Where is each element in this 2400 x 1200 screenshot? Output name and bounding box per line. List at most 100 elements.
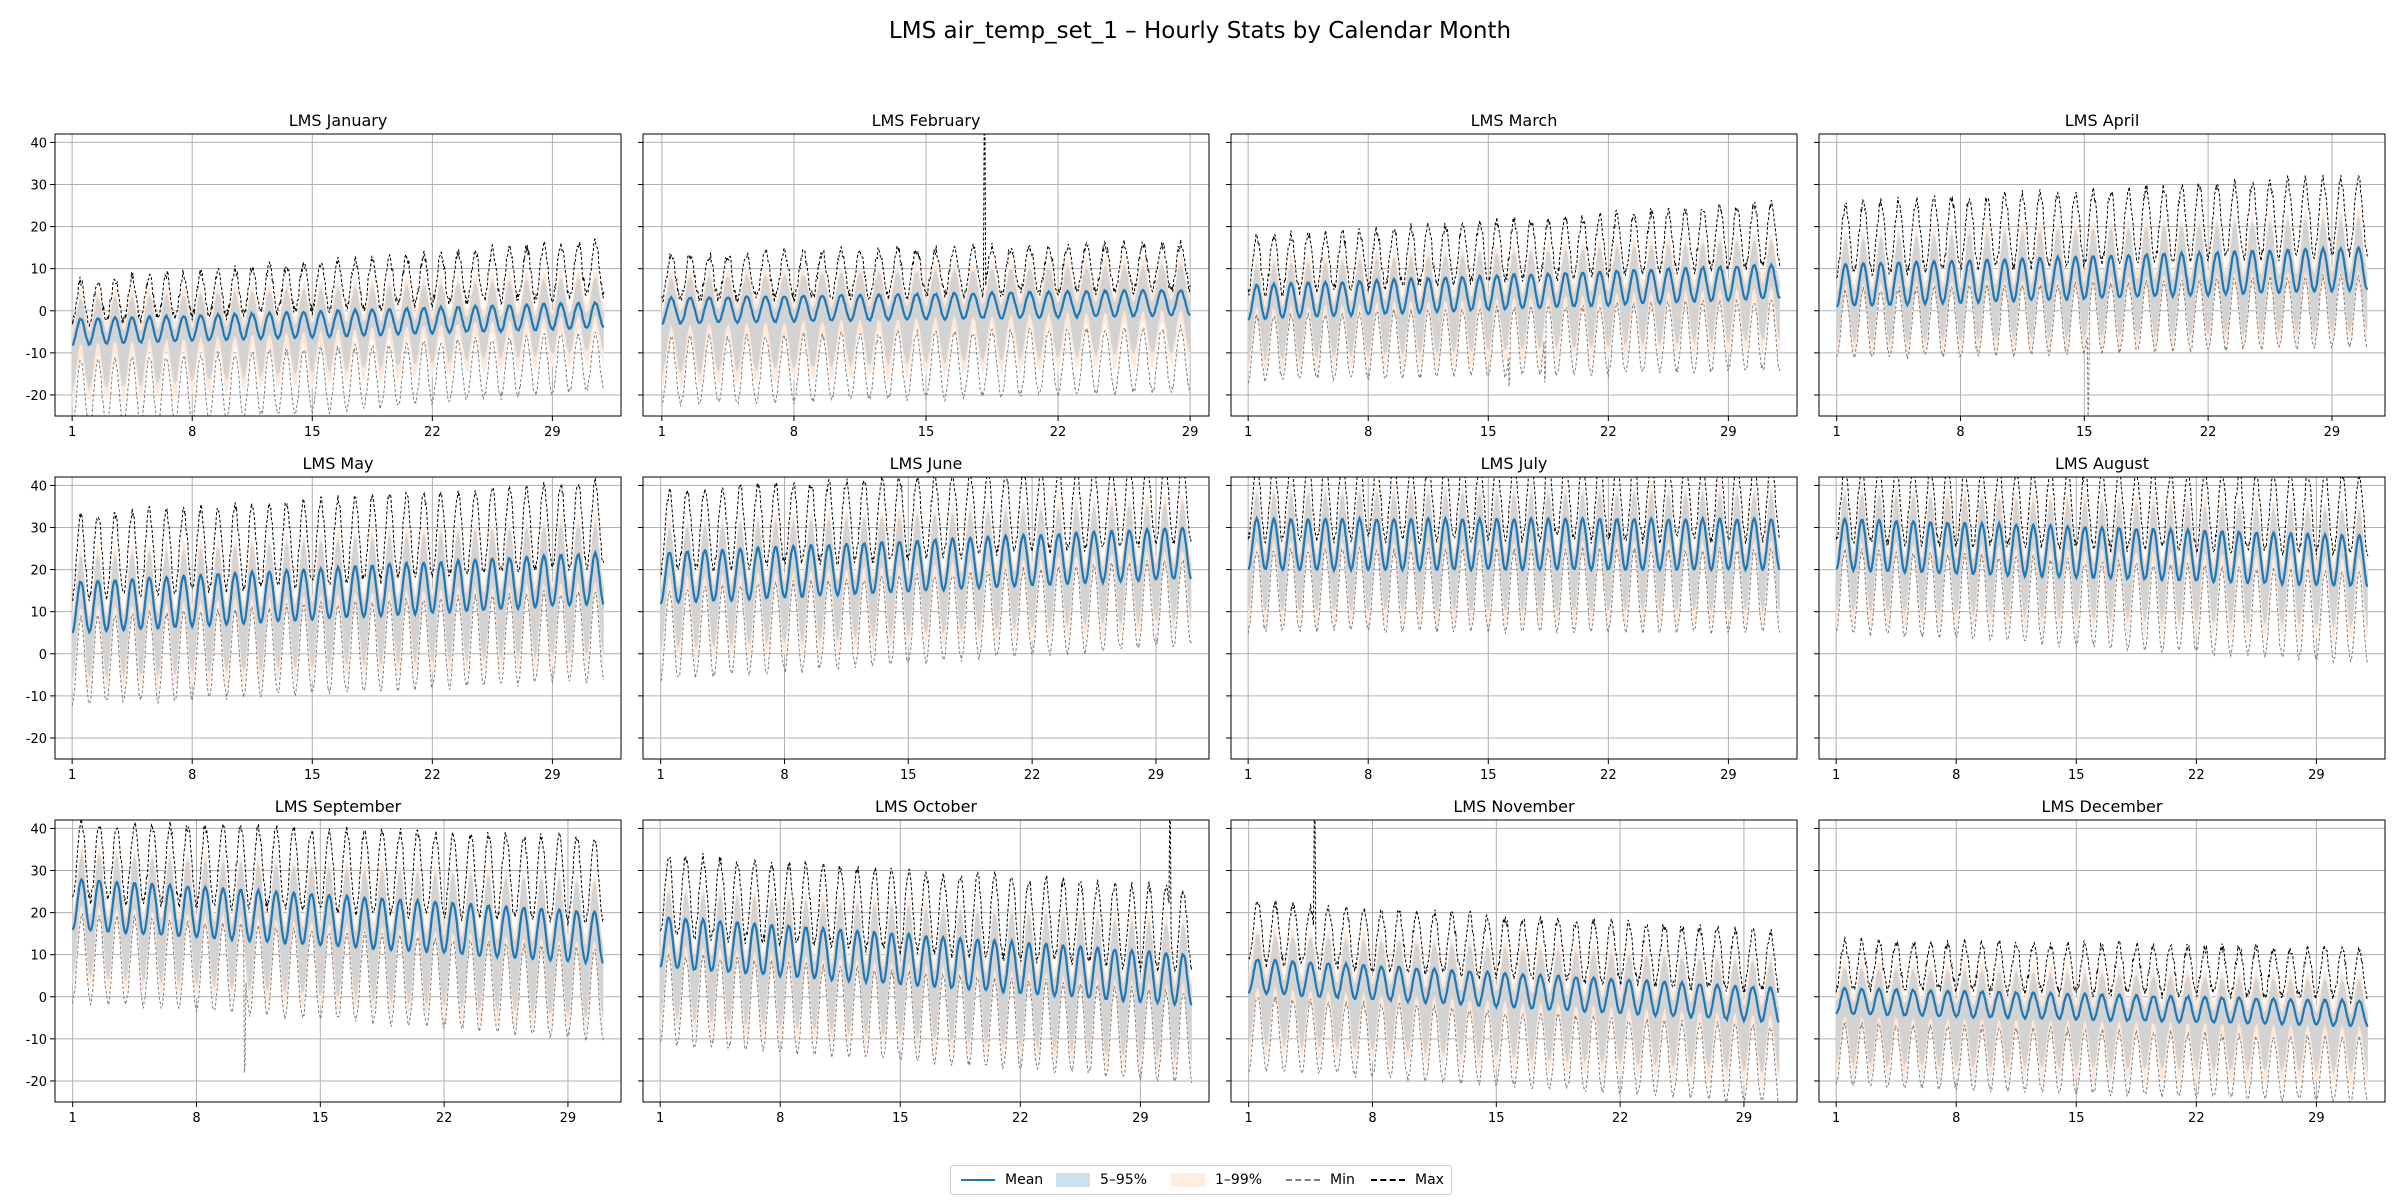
y-tick-label: 0 xyxy=(39,991,47,1006)
legend-mean-swatch xyxy=(961,1173,995,1187)
x-tick-label: 15 xyxy=(2068,768,2085,783)
max-line xyxy=(72,820,604,926)
max-line xyxy=(71,238,605,328)
mean-line xyxy=(71,549,605,635)
x-tick-label: 1 xyxy=(657,768,665,783)
mean-line xyxy=(661,288,1191,326)
mean-line xyxy=(1247,262,1781,321)
x-tick-label: 29 xyxy=(2324,425,2341,440)
legend-max-swatch xyxy=(1371,1173,1405,1187)
x-tick-label: 8 xyxy=(192,1111,200,1126)
axes-frame xyxy=(1230,819,1798,1103)
subplot-title: LMS September xyxy=(275,797,402,816)
max-line xyxy=(1248,820,1780,993)
band-5-95 xyxy=(1836,216,2368,345)
x-tick-label: 29 xyxy=(1148,768,1165,783)
x-tick-label: 8 xyxy=(188,425,196,440)
subplot-6: LMS June 1 8 15 22 29 xyxy=(638,454,1210,783)
x-tick-label: 15 xyxy=(2076,425,2093,440)
plot-area xyxy=(1835,477,2369,664)
min-line xyxy=(659,953,1193,1084)
min-line xyxy=(1248,996,1780,1102)
plot-area xyxy=(71,238,605,416)
mean-line xyxy=(71,877,604,966)
x-tick-label: 22 xyxy=(1600,425,1617,440)
x-tick-label: 15 xyxy=(2068,1111,2085,1126)
subplot-title: LMS February xyxy=(872,111,981,130)
plot-area xyxy=(1247,199,1781,387)
y-tick-label: 40 xyxy=(30,479,47,494)
y-tick-label: -10 xyxy=(26,690,47,705)
legend-item-mean: Mean xyxy=(961,1166,1043,1194)
y-tick-label: -10 xyxy=(26,347,47,362)
axes-frame xyxy=(1230,476,1798,760)
min-line xyxy=(661,323,1191,407)
plot-area xyxy=(659,477,1192,682)
subplot-4: LMS April 1 8 15 22 29 xyxy=(1814,111,2386,440)
legend-5-95-swatch xyxy=(1056,1173,1090,1187)
x-tick-label: 8 xyxy=(1364,425,1372,440)
mean-line xyxy=(1835,516,2369,588)
x-tick-label: 29 xyxy=(1182,425,1199,440)
band-5-95 xyxy=(72,522,604,679)
legend-mean-label: Mean xyxy=(1005,1172,1044,1188)
x-tick-label: 22 xyxy=(2200,425,2217,440)
x-tick-label: 15 xyxy=(1480,425,1497,440)
subplot-title: LMS October xyxy=(875,797,977,816)
mean-line xyxy=(1247,958,1780,1024)
subplot-title: LMS August xyxy=(2055,454,2149,473)
x-tick-label: 22 xyxy=(1600,768,1617,783)
y-tick-label: 30 xyxy=(30,522,47,537)
y-tick-label: -10 xyxy=(26,1033,47,1048)
y-tick-label: 30 xyxy=(30,179,47,194)
legend-max-label: Max xyxy=(1415,1172,1444,1188)
x-tick-label: 22 xyxy=(2188,768,2205,783)
x-tick-label: 1 xyxy=(68,425,76,440)
subplot-title: LMS March xyxy=(1471,111,1558,130)
y-tick-label: 0 xyxy=(39,648,47,663)
x-tick-label: 8 xyxy=(790,425,798,440)
x-tick-label: 29 xyxy=(1736,1111,1753,1126)
x-tick-label: 22 xyxy=(424,768,441,783)
plot-area xyxy=(71,477,605,706)
x-tick-label: 22 xyxy=(1050,425,1067,440)
subplot-10: LMS October 1 8 15 22 29 xyxy=(638,797,1210,1126)
axes-frame xyxy=(54,819,622,1103)
x-tick-label: 29 xyxy=(544,768,561,783)
x-tick-label: 1 xyxy=(68,768,76,783)
x-tick-label: 15 xyxy=(1488,1111,1505,1126)
band-1-99 xyxy=(72,515,604,693)
plot-area xyxy=(1835,174,2369,416)
plot-area xyxy=(71,820,604,1073)
axes-frame xyxy=(1818,133,2386,417)
legend-1-99-swatch xyxy=(1171,1173,1205,1187)
subplot-title: LMS April xyxy=(2065,111,2140,130)
x-tick-label: 8 xyxy=(188,768,196,783)
figure-title: LMS air_temp_set_1 – Hourly Stats by Cal… xyxy=(888,18,1512,44)
plot-area xyxy=(661,134,1191,407)
legend-min-label: Min xyxy=(1330,1172,1355,1188)
x-tick-label: 8 xyxy=(776,1111,784,1126)
y-tick-label: 40 xyxy=(30,136,47,151)
x-tick-label: 1 xyxy=(658,425,666,440)
y-tick-label: 20 xyxy=(30,907,47,922)
x-tick-label: 15 xyxy=(312,1111,329,1126)
subplot-7: LMS July 1 8 15 22 29 xyxy=(1226,454,1798,783)
x-tick-label: 15 xyxy=(900,768,917,783)
plot-area xyxy=(659,820,1193,1084)
mean-line xyxy=(659,526,1192,605)
x-tick-label: 1 xyxy=(1244,768,1252,783)
x-tick-label: 22 xyxy=(1012,1111,1029,1126)
mean-line xyxy=(71,300,605,347)
y-tick-label: 20 xyxy=(30,564,47,579)
x-tick-label: 22 xyxy=(424,425,441,440)
x-tick-label: 8 xyxy=(1956,425,1964,440)
max-line xyxy=(1835,477,2369,557)
subplot-title: LMS January xyxy=(289,111,388,130)
mean-line xyxy=(1835,986,2369,1028)
x-tick-label: 1 xyxy=(656,1111,664,1126)
x-tick-label: 1 xyxy=(1244,425,1252,440)
axes-frame xyxy=(1818,819,2386,1103)
x-tick-label: 8 xyxy=(1368,1111,1376,1126)
plot-area xyxy=(1247,820,1780,1102)
